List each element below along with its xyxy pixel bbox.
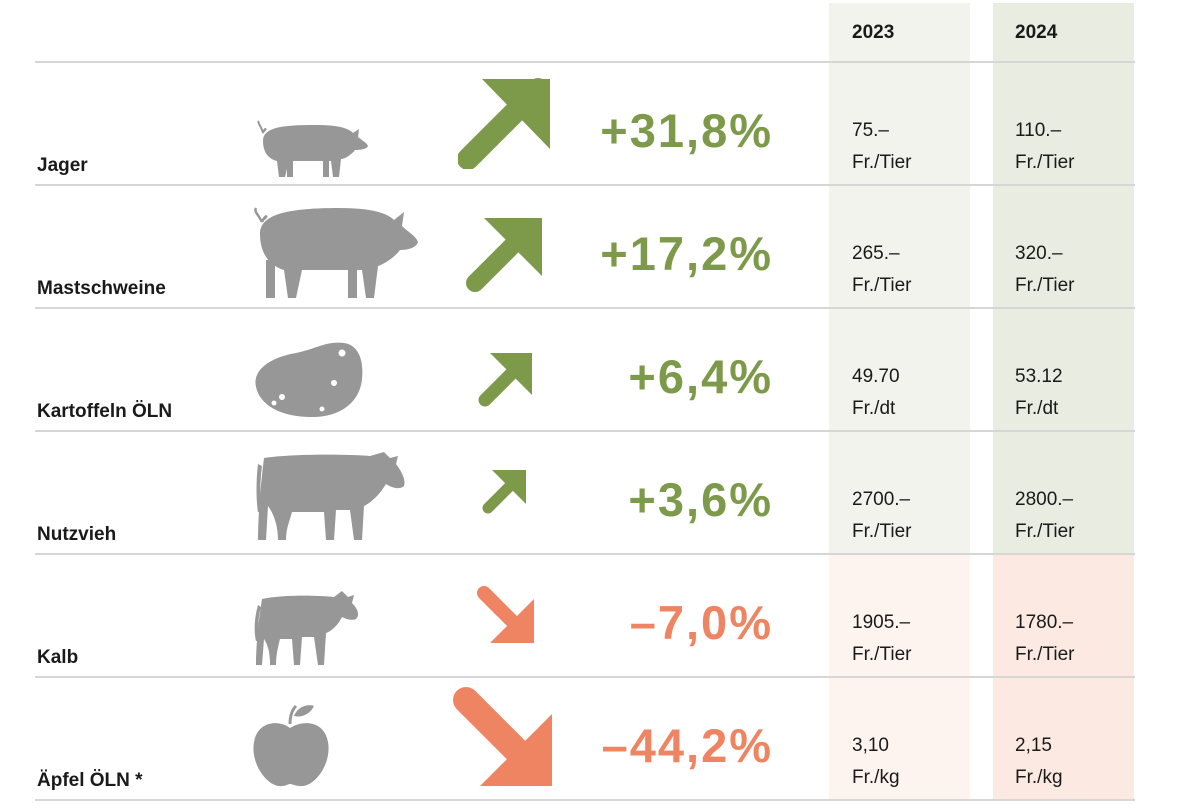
value-2024: 1780.– Fr./Tier [1015, 612, 1075, 665]
table-row: Kartoffeln ÖLN +6,4% 49.70 Fr./dt 53.12 Fr… [0, 309, 1199, 432]
calf-icon [252, 589, 360, 669]
arrow-up-icon [482, 468, 528, 519]
table-row: Jager +31,8% 75.– Fr./Tier 110.– Fr./Tier [0, 63, 1199, 186]
change-value: –44,2% [601, 719, 773, 772]
pig-icon [255, 119, 371, 179]
divider [35, 430, 1135, 432]
change-value: +6,4% [628, 350, 773, 403]
change-value: +31,8% [600, 104, 773, 157]
pig-large-icon [252, 204, 422, 300]
value-2023: 265.– Fr./Tier [852, 243, 912, 296]
column-2024-increase-bg [993, 3, 1134, 555]
row-label: Nutzvieh [37, 524, 117, 545]
value-2024: 53.12 Fr./dt [1015, 366, 1063, 419]
divider [35, 61, 1135, 63]
column-header-2023: 2023 [852, 22, 895, 43]
value-2023: 1905.– Fr./Tier [852, 612, 912, 665]
change-value: +3,6% [628, 473, 773, 526]
row-label: Mastschweine [37, 278, 166, 299]
column-2024-decrease-bg [993, 555, 1134, 801]
table-row: Äpfel ÖLN * –44,2% 3,10 Fr./kg 2,15 Fr./kg [0, 678, 1199, 801]
divider [35, 184, 1135, 186]
arrow-down-icon [452, 686, 556, 795]
arrow-up-icon [457, 77, 554, 174]
apple-icon [252, 702, 332, 792]
value-2024: 2,15 Fr./kg [1015, 735, 1063, 788]
row-label: Kartoffeln ÖLN [37, 401, 173, 422]
value-2023: 2700.– Fr./Tier [852, 489, 912, 542]
change-value: +17,2% [600, 227, 773, 280]
value-2024: 2800.– Fr./Tier [1015, 489, 1075, 542]
row-label: Jager [37, 155, 88, 176]
table-row: Kalb –7,0% 1905.– Fr./Tier 1780.– Fr./Tier [0, 555, 1199, 678]
value-2023: 3,10 Fr./kg [852, 735, 900, 788]
divider [35, 553, 1135, 555]
column-2023-increase-bg [829, 3, 970, 555]
row-label: Äpfel ÖLN * [37, 770, 143, 791]
table-row: Mastschweine +17,2% 265.– Fr./Tier 320.– F… [0, 186, 1199, 309]
arrow-up-icon [466, 216, 544, 297]
value-2023: 75.– Fr./Tier [852, 120, 912, 173]
arrow-up-icon [478, 351, 534, 412]
cow-icon [252, 450, 408, 544]
value-2024: 110.– Fr./Tier [1015, 120, 1075, 173]
column-2023-decrease-bg [829, 555, 970, 801]
row-label: Kalb [37, 647, 79, 668]
value-2023: 49.70 Fr./dt [852, 366, 900, 419]
arrow-down-icon [476, 585, 536, 650]
table-row: Nutzvieh +3,6% 2700.– Fr./Tier 2800.– Fr./… [0, 432, 1199, 555]
divider [35, 799, 1135, 801]
divider [35, 676, 1135, 678]
divider [35, 307, 1135, 309]
column-header-2024: 2024 [1015, 22, 1058, 43]
value-2024: 320.– Fr./Tier [1015, 243, 1075, 296]
change-value: –7,0% [629, 596, 773, 649]
potato-icon [252, 339, 364, 419]
